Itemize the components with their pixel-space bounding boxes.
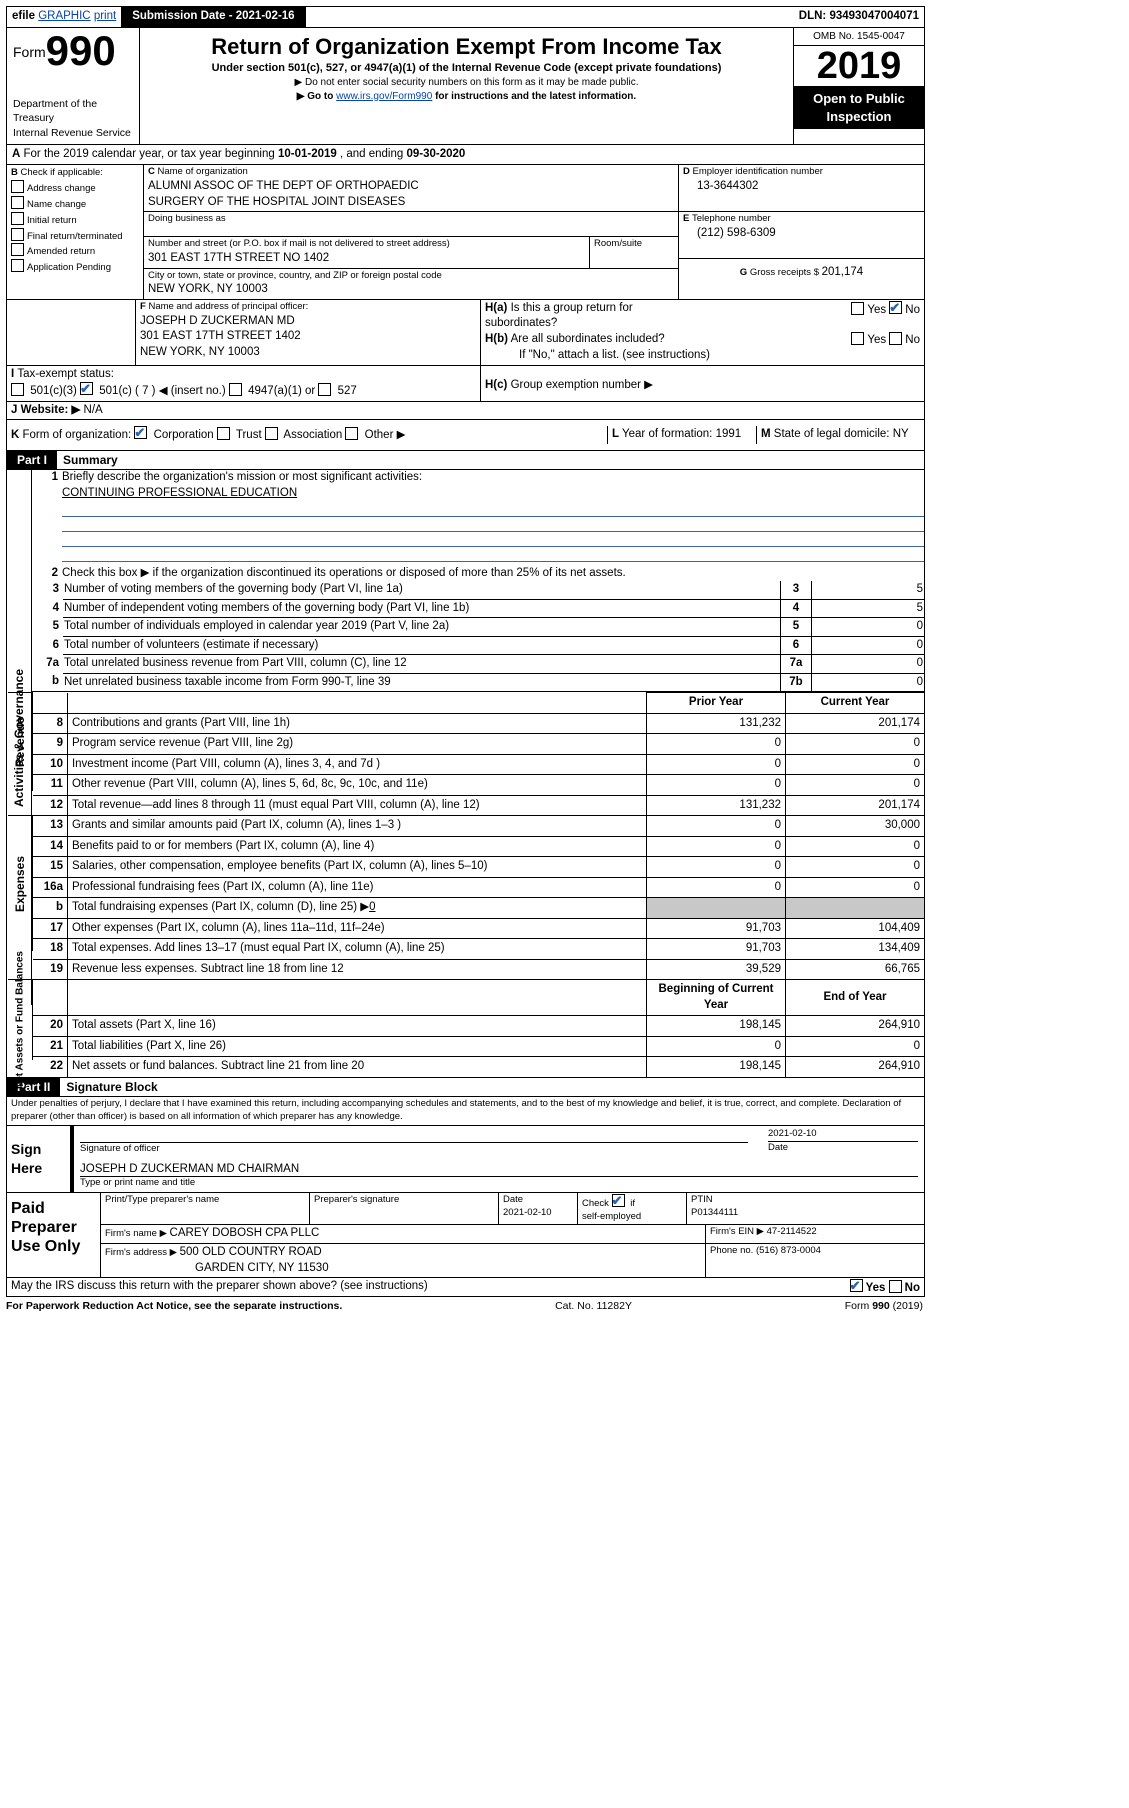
vtab-revenue: Revenue <box>8 692 33 791</box>
part1-body: Activities & Governance 1Briefly describ… <box>7 470 924 1077</box>
ein-value: 13-3644302 <box>683 179 920 195</box>
i-501c[interactable] <box>80 382 93 395</box>
dept-label: Department of the Treasury <box>13 97 133 125</box>
city-value: NEW YORK, NY 10003 <box>148 282 674 298</box>
chk-app-pending[interactable] <box>11 259 24 272</box>
paid-preparer-label: Paid Preparer Use Only <box>7 1193 101 1277</box>
officer-name: JOSEPH D ZUCKERMAN MD <box>140 314 476 330</box>
part2-header: Part IISignature Block <box>7 1078 924 1098</box>
section-fh: F Name and address of principal officer:… <box>7 300 924 366</box>
paid-preparer-block: Paid Preparer Use Only Print/Type prepar… <box>7 1193 924 1278</box>
dba-label: Doing business as <box>148 213 674 226</box>
discuss-no[interactable] <box>889 1280 902 1293</box>
line4: Number of independent voting members of … <box>63 599 781 618</box>
print-link[interactable]: print <box>94 10 116 22</box>
form-header: Form990 Department of the Treasury Inter… <box>7 28 924 145</box>
header-left: Form990 Department of the Treasury Inter… <box>7 28 140 144</box>
officer-addr1: 301 EAST 17TH STREET 1402 <box>140 329 476 345</box>
chk-initial-return[interactable] <box>11 212 24 225</box>
hb-yes[interactable] <box>851 332 864 345</box>
goto-note: ▶ Go to www.irs.gov/Form990 for instruct… <box>146 90 787 104</box>
h-note: If "No," attach a list. (see instruction… <box>485 348 920 364</box>
open-public-badge: Open to PublicInspection <box>794 86 924 129</box>
officer-addr2: NEW YORK, NY 10003 <box>140 345 476 361</box>
k-corp[interactable] <box>134 426 147 439</box>
discuss-yes[interactable] <box>850 1279 863 1292</box>
form-subtitle: Under section 501(c), 527, or 4947(a)(1)… <box>146 61 787 76</box>
section-b: B Check if applicable: Address change Na… <box>7 165 144 299</box>
k-other[interactable] <box>345 427 358 440</box>
vtab-netassets: Net Assets or Fund Balances <box>8 979 33 1060</box>
phone-value: (212) 598-6309 <box>683 226 920 242</box>
tax-year: 2019 <box>794 46 924 86</box>
omb-number: OMB No. 1545-0047 <box>794 28 924 47</box>
gross-receipts: 201,174 <box>822 266 864 278</box>
section-i: I Tax-exempt status: 501(c)(3) 501(c) ( … <box>7 366 924 402</box>
efile-label: efile GRAPHIC print <box>7 7 122 27</box>
vtab-expenses: Expenses <box>8 815 33 951</box>
header-right: OMB No. 1545-0047 2019 Open to PublicIns… <box>793 28 924 144</box>
ha-no[interactable] <box>889 301 902 314</box>
k-assoc[interactable] <box>265 427 278 440</box>
section-j: J Website: ▶ N/A <box>7 402 924 421</box>
org-name-2: SURGERY OF THE HOSPITAL JOINT DISEASES <box>148 195 674 211</box>
city-label: City or town, state or province, country… <box>148 270 674 283</box>
discuss-line: May the IRS discuss this return with the… <box>7 1278 924 1296</box>
section-hc: H(c) Group exemption number ▶ <box>481 366 924 401</box>
top-toolbar: efile GRAPHIC print Submission Date - 20… <box>7 7 924 28</box>
chk-final-return[interactable] <box>11 228 24 241</box>
i-501c3[interactable] <box>11 383 24 396</box>
chk-amended[interactable] <box>11 243 24 256</box>
line6: Total number of volunteers (estimate if … <box>63 636 781 655</box>
sign-here-label: Sign Here <box>7 1126 70 1192</box>
section-h: H(a) Is this a group return for subordin… <box>481 300 924 365</box>
ha-yes[interactable] <box>851 302 864 315</box>
dln-label: DLN: 93493047004071 <box>794 7 924 27</box>
room-label: Room/suite <box>589 237 678 267</box>
form-title: Return of Organization Exempt From Incom… <box>146 32 787 62</box>
i-527[interactable] <box>318 383 331 396</box>
chk-address-change[interactable] <box>11 180 24 193</box>
org-name-1: ALUMNI ASSOC OF THE DEPT OF ORTHOPAEDIC <box>148 179 674 195</box>
section-klm: K Form of organization: Corporation Trus… <box>7 420 924 451</box>
k-trust[interactable] <box>217 427 230 440</box>
ssn-note: ▶ Do not enter social security numbers o… <box>146 76 787 90</box>
section-f: F Name and address of principal officer:… <box>136 300 481 365</box>
graphic-link[interactable]: GRAPHIC <box>38 10 90 22</box>
chk-name-change[interactable] <box>11 196 24 209</box>
entity-block: B Check if applicable: Address change Na… <box>7 165 924 300</box>
street-label: Number and street (or P.O. box if mail i… <box>148 238 585 251</box>
line5: Total number of individuals employed in … <box>63 618 781 637</box>
officer-sig-name: JOSEPH D ZUCKERMAN MD CHAIRMAN <box>80 1163 299 1175</box>
line7b: Net unrelated business taxable income fr… <box>63 673 781 692</box>
line2: Check this box ▶ if the organization dis… <box>62 566 924 582</box>
form-990-page: efile GRAPHIC print Submission Date - 20… <box>6 6 925 1297</box>
irs-link[interactable]: www.irs.gov/Form990 <box>336 91 432 102</box>
line7a: Total unrelated business revenue from Pa… <box>63 655 781 674</box>
penalty-text: Under penalties of perjury, I declare th… <box>7 1097 924 1126</box>
page-footer: For Paperwork Reduction Act Notice, see … <box>6 1297 923 1313</box>
part1-header: Part ISummary <box>7 451 924 471</box>
line1-value: CONTINUING PROFESSIONAL EDUCATION <box>62 487 297 499</box>
hb-no[interactable] <box>889 332 902 345</box>
section-c: C Name of organization ALUMNI ASSOC OF T… <box>144 165 679 299</box>
irs-label: Internal Revenue Service <box>13 126 133 140</box>
section-deg: D Employer identification number 13-3644… <box>679 165 924 299</box>
sign-here-block: Sign Here Signature of officer 2021-02-1… <box>7 1126 924 1193</box>
i-4947[interactable] <box>229 383 242 396</box>
line-a-tax-year: A For the 2019 calendar year, or tax yea… <box>7 145 924 166</box>
chk-self-employed[interactable] <box>612 1194 625 1207</box>
submission-date-button[interactable]: Submission Date - 2021-02-16 <box>122 7 305 27</box>
line3: Number of voting members of the governin… <box>63 581 781 599</box>
header-center: Return of Organization Exempt From Incom… <box>140 28 793 144</box>
street-value: 301 EAST 17TH STREET NO 1402 <box>148 251 585 267</box>
line1-label: Briefly describe the organization's miss… <box>62 471 422 483</box>
